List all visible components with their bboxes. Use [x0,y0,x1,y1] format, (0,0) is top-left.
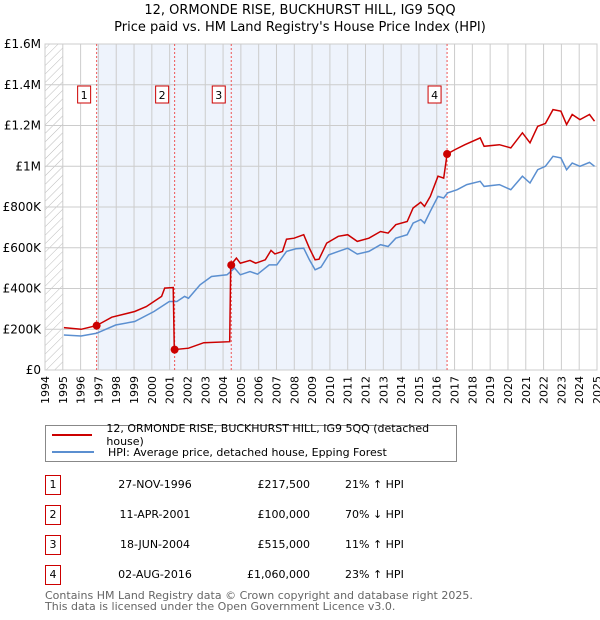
y-tick-label: £200K [3,322,43,336]
sale-hpi-diff: 11% ↑ HPI [345,538,404,551]
x-tick-label: 2005 [235,376,248,404]
x-tick-label: 2004 [217,376,230,404]
property-price-line [63,108,596,351]
sale-price: £515,000 [257,538,311,551]
x-tick-label: 2010 [324,376,337,404]
footer-copyright: Contains HM Land Registry data © Crown c… [45,589,473,602]
sale-hpi-diff: 70% ↓ HPI [345,508,404,521]
x-tick-label: 1997 [92,376,105,404]
legend-item-property: 12, ORMONDE RISE, BUCKHURST HILL, IG9 5Q… [46,422,456,448]
sale-row: 3 18-JUN-2004 £515,000 11% ↑ HPI [45,535,465,555]
sale-date: 02-AUG-2016 [118,568,192,581]
x-tick-label: 2007 [270,376,283,404]
sale-row: 2 11-APR-2001 £100,000 70% ↓ HPI [45,505,465,525]
sale-point [170,345,179,354]
hpi-line [63,155,595,337]
price-chart: 1994 1995 1996 1997 1998 1999 2000 2001 2002 2003… [3,37,600,404]
x-tick-label: 2001 [164,376,177,404]
y-tick-label: £1M [15,159,41,173]
x-tick-label: 2014 [395,376,408,404]
plot-border [44,43,598,371]
x-tick-label: 1998 [110,376,123,404]
legend-item-hpi: HPI: Average price, detached house, Eppi… [46,444,387,460]
sale-marker-number: 4 [45,565,61,585]
sale-date: 18-JUN-2004 [119,538,191,551]
sale-row: 1 27-NOV-1996 £217,500 21% ↑ HPI [45,475,465,495]
legend: 12, ORMONDE RISE, BUCKHURST HILL, IG9 5Q… [45,422,457,462]
x-tick-label: 2020 [502,376,515,404]
sale-marker-number: 2 [45,505,61,525]
sale-marker-label: 4 [431,89,438,102]
x-tick-label: 2015 [413,376,426,404]
x-tick-label: 2013 [377,376,390,404]
x-tick-label: 2009 [306,376,319,404]
sale-marker-number: 3 [45,535,61,555]
y-tick-label: £800K [3,200,43,214]
sale-date: 27-NOV-1996 [118,478,192,491]
sale-marker-box [77,85,92,104]
y-tick-label: £1.2M [4,119,41,133]
x-tick-label: 2017 [449,376,462,404]
red-line-swatch [52,434,93,436]
x-tick-label: 2002 [181,376,194,404]
sale-price: £1,060,000 [247,568,310,581]
sale-price: £217,500 [257,478,311,491]
sale-marker-box [211,85,226,104]
x-tick-label: 1995 [57,376,70,404]
sale-hpi-diff: 23% ↑ HPI [345,568,404,581]
x-tick-label: 2021 [520,376,533,404]
sale-point [227,261,236,270]
x-tick-label: 2003 [199,376,212,404]
x-tick-label: 2006 [253,376,266,404]
x-tick-label: 2019 [484,376,497,404]
sale-point [92,321,101,330]
sale-marker-label: 3 [215,89,222,102]
sale-row: 4 02-AUG-2016 £1,060,000 23% ↑ HPI [45,565,465,585]
sale-price: £100,000 [257,508,311,521]
chart-title: 12, ORMONDE RISE, BUCKHURST HILL, IG9 5Q… [144,3,456,18]
x-tick-label: 2023 [555,376,568,404]
x-tick-label: 1996 [75,376,88,404]
chart-subtitle: Price paid vs. HM Land Registry's House … [114,20,486,35]
sale-point [443,150,452,159]
x-tick-label: 2012 [360,376,373,404]
y-tick-label: £600K [3,241,43,255]
x-tick-label: 2016 [431,376,444,404]
footer-licence: This data is licensed under the Open Gov… [45,600,396,613]
x-tick-label: 2000 [146,376,159,404]
sale-date: 11-APR-2001 [119,508,191,521]
y-tick-label: £0 [26,363,41,377]
blue-line-swatch [52,451,94,453]
x-tick-label: 1994 [39,376,52,404]
x-tick-label: 2008 [288,376,301,404]
x-tick-label: 2025 [591,376,600,404]
sale-marker-label: 1 [81,89,88,102]
y-tick-label: £400K [3,282,43,296]
sale-marker-box [155,85,170,104]
x-tick-label: 2024 [573,376,586,404]
x-tick-label: 2018 [466,376,479,404]
x-tick-label: 1999 [128,376,141,404]
sale-hpi-diff: 21% ↑ HPI [345,478,404,491]
legend-label: HPI: Average price, detached house, Eppi… [108,445,387,459]
x-tick-label: 2011 [342,376,355,404]
y-tick-label: £1.4M [4,78,41,92]
x-tick-label: 2022 [538,376,551,404]
sale-marker-box [427,85,442,104]
legend-label: 12, ORMONDE RISE, BUCKHURST HILL, IG9 5Q… [106,422,430,448]
sale-marker-label: 2 [159,89,166,102]
y-tick-label: £1.6M [4,37,41,51]
sale-marker-number: 1 [45,475,61,495]
